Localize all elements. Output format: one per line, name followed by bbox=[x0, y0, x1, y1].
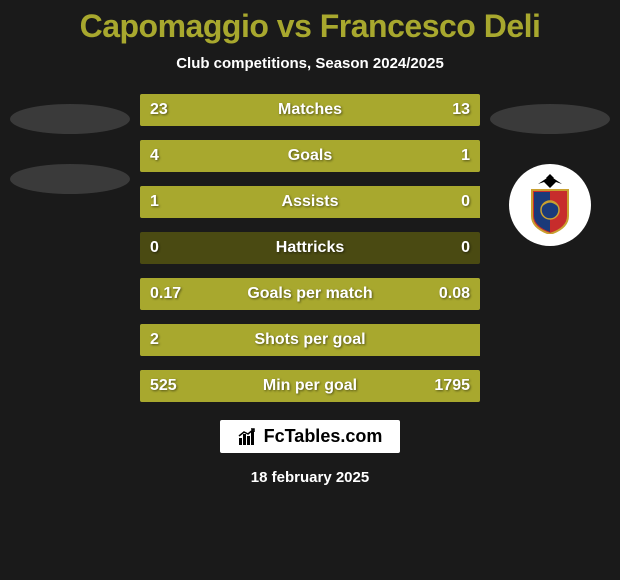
stat-right-value: 1795 bbox=[434, 377, 470, 395]
stat-left-value: 4 bbox=[150, 147, 159, 165]
infographic-date: 18 february 2025 bbox=[251, 469, 369, 486]
stat-right-value: 0.08 bbox=[439, 285, 470, 303]
stat-label: Matches bbox=[278, 101, 342, 119]
shield-icon bbox=[530, 188, 570, 234]
right-player-badge-placeholder bbox=[490, 104, 610, 134]
stat-row: 23 13 Matches bbox=[140, 94, 480, 126]
stat-label: Assists bbox=[282, 193, 339, 211]
left-player-col bbox=[10, 94, 130, 194]
stat-left-value: 2 bbox=[150, 331, 159, 349]
infographic-container: Capomaggio vs Francesco Deli Club compet… bbox=[0, 0, 620, 580]
stat-left-value: 525 bbox=[150, 377, 177, 395]
stat-label: Min per goal bbox=[263, 377, 357, 395]
stat-right-value: 13 bbox=[452, 101, 470, 119]
main-content: 23 13 Matches 4 1 Goals 1 0 Assists 0 0 Hattricks 0.… bbox=[0, 94, 620, 402]
comparison-title: Capomaggio vs Francesco Deli bbox=[80, 8, 541, 45]
stat-row: 525 1795 Min per goal bbox=[140, 370, 480, 402]
stat-row: 2 Shots per goal bbox=[140, 324, 480, 356]
right-player-col bbox=[490, 94, 610, 246]
comparison-bars: 23 13 Matches 4 1 Goals 1 0 Assists 0 0 Hattricks 0.… bbox=[140, 94, 480, 402]
brand-text: FcTables.com bbox=[264, 426, 383, 447]
stat-label: Goals bbox=[288, 147, 332, 165]
stat-label: Shots per goal bbox=[254, 331, 365, 349]
left-player-badge-placeholder bbox=[10, 104, 130, 134]
comparison-subtitle: Club competitions, Season 2024/2025 bbox=[176, 55, 444, 72]
club-crest bbox=[522, 174, 578, 236]
stat-row: 1 0 Assists bbox=[140, 186, 480, 218]
left-club-badge-placeholder bbox=[10, 164, 130, 194]
stat-left-value: 0 bbox=[150, 239, 159, 257]
stat-row: 0.17 0.08 Goals per match bbox=[140, 278, 480, 310]
stat-label: Goals per match bbox=[247, 285, 372, 303]
stat-right-value: 0 bbox=[461, 239, 470, 257]
stat-left-value: 23 bbox=[150, 101, 168, 119]
stat-row: 0 0 Hattricks bbox=[140, 232, 480, 264]
stat-left-value: 0.17 bbox=[150, 285, 181, 303]
stat-left-value: 1 bbox=[150, 193, 159, 211]
brand-label: FcTables.com bbox=[220, 420, 401, 453]
stat-label: Hattricks bbox=[276, 239, 344, 257]
stat-right-value: 1 bbox=[461, 147, 470, 165]
stat-row: 4 1 Goals bbox=[140, 140, 480, 172]
stat-left-fill bbox=[140, 140, 412, 172]
stat-right-value: 0 bbox=[461, 193, 470, 211]
right-club-badge bbox=[509, 164, 591, 246]
brand-chart-icon bbox=[238, 428, 258, 446]
